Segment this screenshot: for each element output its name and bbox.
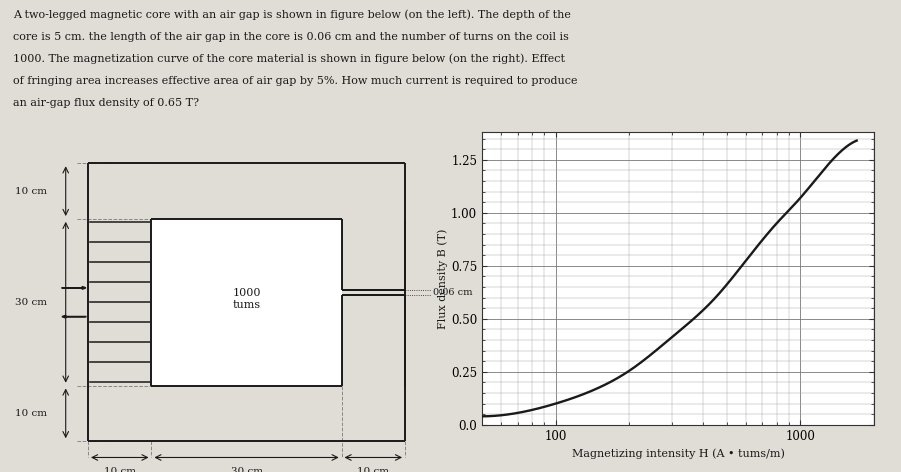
Bar [151,219,341,386]
Text: 10 cm: 10 cm [358,467,389,472]
Text: an air-gap flux density of 0.65 T?: an air-gap flux density of 0.65 T? [14,98,199,108]
FancyArrow shape [62,287,86,289]
Text: A two-legged magnetic core with an air gap is shown in figure below (on the left: A two-legged magnetic core with an air g… [14,9,571,20]
Bar [341,289,405,295]
Text: 30 cm: 30 cm [15,298,47,307]
Text: of fringing area increases effective area of air gap by 5%. How much current is : of fringing area increases effective are… [14,76,578,86]
Text: 0.06 cm: 0.06 cm [432,288,472,297]
X-axis label: Magnetizing intensity H (A • tums/m): Magnetizing intensity H (A • tums/m) [571,448,785,459]
Text: 10 cm: 10 cm [15,409,47,418]
Text: 1000
tums: 1000 tums [232,288,260,310]
Text: 30 cm: 30 cm [231,467,262,472]
Y-axis label: Flux density B (T): Flux density B (T) [438,228,448,329]
FancyArrow shape [62,315,86,318]
Text: Mark 35%: Mark 35% [805,134,874,146]
Text: core is 5 cm. the length of the air gap in the core is 0.06 cm and the number of: core is 5 cm. the length of the air gap … [14,32,569,42]
Text: 10 cm: 10 cm [104,467,136,472]
Text: 10 cm: 10 cm [15,186,47,196]
Text: 1000. The magnetization curve of the core material is shown in figure below (on : 1000. The magnetization curve of the cor… [14,54,566,64]
